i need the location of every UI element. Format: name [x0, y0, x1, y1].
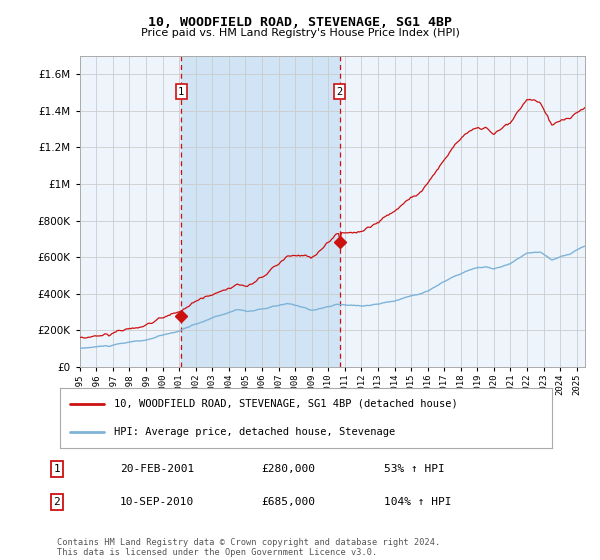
Text: 20-FEB-2001: 20-FEB-2001 — [120, 464, 194, 474]
Text: 1: 1 — [178, 87, 184, 97]
Text: 10-SEP-2010: 10-SEP-2010 — [120, 497, 194, 507]
Text: 53% ↑ HPI: 53% ↑ HPI — [384, 464, 445, 474]
Text: 2: 2 — [337, 87, 343, 97]
Text: £685,000: £685,000 — [261, 497, 315, 507]
Text: 104% ↑ HPI: 104% ↑ HPI — [384, 497, 452, 507]
Text: HPI: Average price, detached house, Stevenage: HPI: Average price, detached house, Stev… — [114, 427, 395, 437]
Text: 2: 2 — [53, 497, 61, 507]
Text: Contains HM Land Registry data © Crown copyright and database right 2024.
This d: Contains HM Land Registry data © Crown c… — [57, 538, 440, 557]
Text: Price paid vs. HM Land Registry's House Price Index (HPI): Price paid vs. HM Land Registry's House … — [140, 28, 460, 38]
Text: 1: 1 — [53, 464, 61, 474]
Bar — [181, 56, 340, 367]
Text: £280,000: £280,000 — [261, 464, 315, 474]
Text: 10, WOODFIELD ROAD, STEVENAGE, SG1 4BP: 10, WOODFIELD ROAD, STEVENAGE, SG1 4BP — [148, 16, 452, 29]
Text: 10, WOODFIELD ROAD, STEVENAGE, SG1 4BP (detached house): 10, WOODFIELD ROAD, STEVENAGE, SG1 4BP (… — [114, 399, 458, 409]
